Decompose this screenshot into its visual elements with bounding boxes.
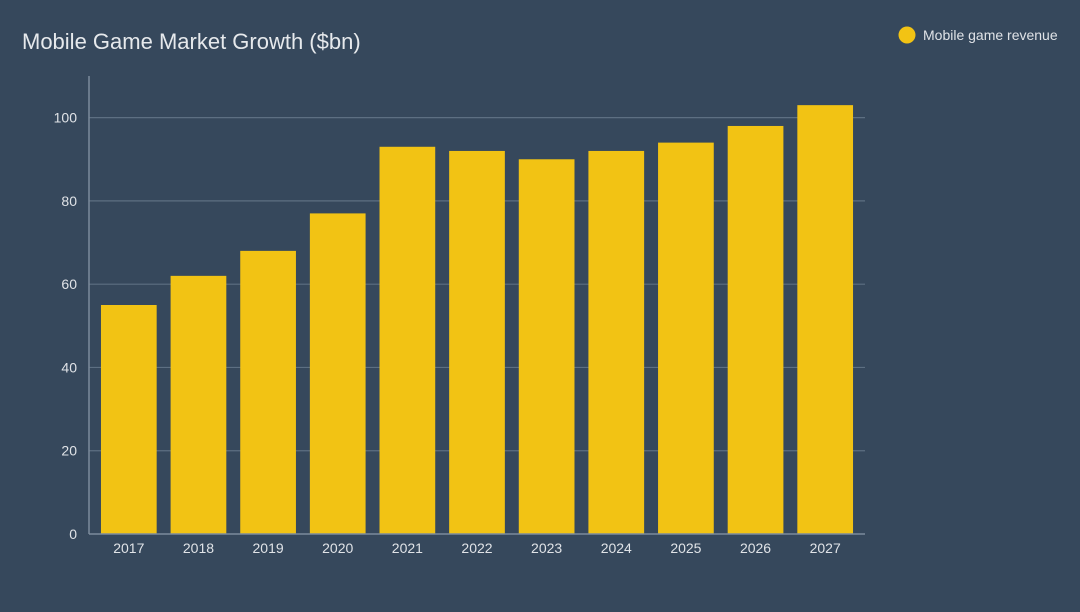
bar-2020[interactable]	[309, 213, 366, 534]
x-tick-label: 2019	[253, 540, 284, 556]
axes	[88, 76, 865, 535]
bar-2017[interactable]	[100, 305, 157, 534]
x-tick-label: 2026	[740, 540, 771, 556]
bar-2019[interactable]	[240, 250, 296, 534]
x-tick-label: 2020	[322, 540, 353, 556]
bars	[100, 105, 854, 535]
y-tick-label: 20	[61, 443, 77, 459]
y-tick-label: 100	[54, 110, 78, 126]
x-axis-ticks: 2017 2018 2019 2020 2021 2022 2023 2024 2025 2026…	[113, 540, 841, 556]
bar-2021[interactable]	[379, 146, 436, 535]
x-tick-label: 2027	[810, 540, 841, 556]
bar-2023[interactable]	[518, 159, 575, 535]
bar-2026[interactable]	[727, 125, 784, 535]
bar-2022[interactable]	[449, 150, 505, 535]
bar-2027[interactable]	[797, 105, 854, 535]
legend-label: Mobile game revenue	[923, 27, 1058, 43]
bar-2025[interactable]	[658, 142, 714, 535]
x-tick-label: 2025	[670, 540, 701, 556]
legend: Mobile game revenue	[898, 26, 1058, 44]
x-tick-label: 2018	[183, 540, 214, 556]
y-tick-label: 60	[61, 276, 77, 292]
y-axis-ticks: 0 20 40 60 80 100	[54, 110, 78, 542]
y-tick-label: 0	[69, 526, 77, 542]
x-tick-label: 2022	[461, 540, 492, 556]
x-tick-label: 2024	[601, 540, 632, 556]
bar-2024[interactable]	[588, 150, 645, 535]
x-tick-label: 2017	[113, 540, 144, 556]
x-tick-label: 2021	[392, 540, 423, 556]
x-tick-label: 2023	[531, 540, 562, 556]
chart-title: Mobile Game Market Growth ($bn)	[22, 29, 361, 54]
y-tick-label: 80	[61, 193, 77, 209]
legend-swatch	[898, 26, 916, 44]
y-tick-label: 40	[61, 359, 77, 375]
bar-2018[interactable]	[170, 275, 227, 534]
